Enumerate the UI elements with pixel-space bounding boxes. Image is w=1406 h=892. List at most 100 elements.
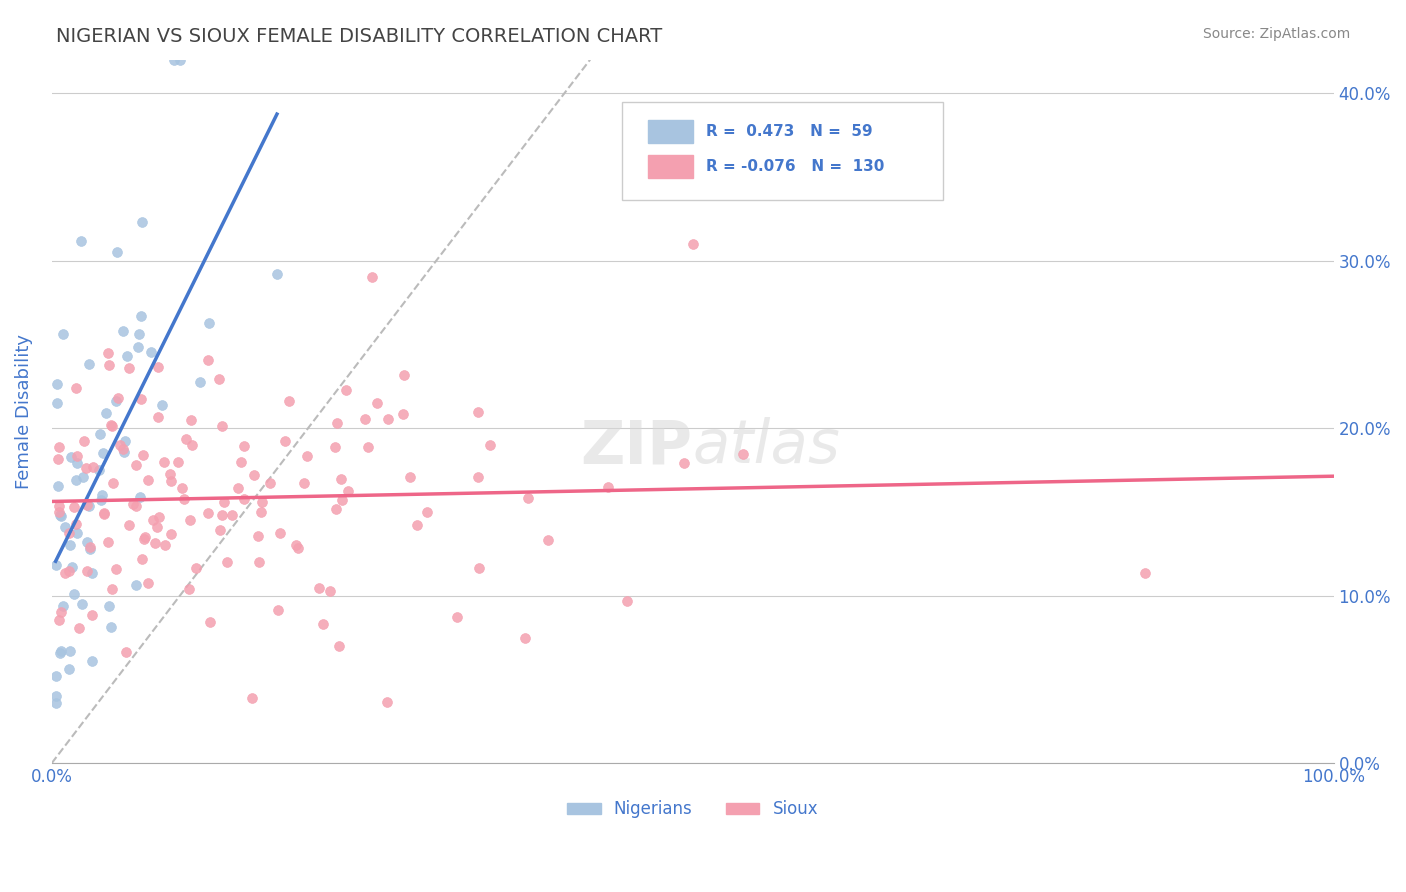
Point [311, 616, 333, 631]
Point [325, 502, 347, 516]
Point [287, 541, 309, 556]
Point [79, 540, 101, 554]
Point [159, 474, 181, 488]
Point [70, 235, 93, 249]
Point [100, 418, 122, 433]
Point [169, 53, 191, 67]
Point [53, 566, 76, 581]
Point [172, 481, 194, 495]
Point [125, 458, 148, 472]
Point [67, 621, 90, 635]
Point [153, 538, 176, 552]
Point [63, 587, 86, 601]
Point [335, 383, 357, 397]
Point [446, 610, 468, 624]
Point [468, 561, 491, 575]
Point [142, 513, 165, 527]
Point [184, 561, 207, 575]
Text: NIGERIAN VS SIOUX FEMALE DISABILITY CORRELATION CHART: NIGERIAN VS SIOUX FEMALE DISABILITY CORR… [56, 27, 662, 45]
Text: ZIP: ZIP [581, 417, 693, 476]
Point [52, 326, 75, 341]
Point [148, 510, 170, 524]
Point [79, 542, 101, 557]
Point [105, 244, 128, 259]
Point [117, 349, 139, 363]
Point [180, 412, 202, 426]
Point [221, 508, 243, 523]
Text: Source: ZipAtlas.com: Source: ZipAtlas.com [1202, 27, 1350, 41]
Point [249, 506, 271, 520]
Point [76, 499, 98, 513]
Point [391, 407, 413, 421]
Point [65, 473, 87, 487]
Text: R =  0.473   N =  59: R = 0.473 N = 59 [706, 124, 872, 139]
Point [101, 476, 124, 491]
Point [94, 406, 117, 420]
Point [138, 576, 160, 591]
Point [240, 691, 263, 706]
Point [114, 645, 136, 659]
Point [146, 520, 169, 534]
FancyBboxPatch shape [623, 102, 942, 201]
Point [93, 506, 115, 520]
Point [77, 357, 100, 371]
Point [415, 505, 437, 519]
Point [90, 492, 112, 507]
Point [62, 500, 84, 515]
Point [46, 479, 69, 493]
Point [132, 532, 155, 546]
Point [181, 437, 204, 451]
Point [129, 491, 152, 505]
Point [377, 412, 399, 426]
Point [76, 535, 98, 549]
Point [45, 377, 67, 392]
Point [328, 639, 350, 653]
Point [49, 508, 72, 523]
Point [361, 270, 384, 285]
Point [179, 582, 201, 596]
Point [49, 508, 72, 523]
Text: atlas: atlas [693, 417, 841, 476]
Point [72, 470, 94, 484]
Point [46, 452, 69, 467]
Point [59, 538, 82, 552]
Point [516, 491, 538, 506]
Point [247, 529, 270, 543]
Point [65, 381, 87, 395]
Point [45, 696, 67, 710]
Point [136, 473, 159, 487]
Point [134, 530, 156, 544]
Point [82, 460, 104, 475]
Point [101, 582, 124, 596]
Point [354, 412, 377, 426]
Point [112, 445, 135, 459]
Point [377, 695, 399, 709]
Point [467, 404, 489, 418]
Point [152, 455, 174, 469]
Point [274, 434, 297, 449]
Point [58, 526, 80, 541]
Point [277, 394, 299, 409]
Point [173, 491, 195, 506]
Point [112, 442, 135, 456]
Point [211, 418, 233, 433]
Point [269, 525, 291, 540]
Point [70, 597, 93, 611]
Point [731, 447, 754, 461]
Point [295, 449, 318, 463]
Point [48, 646, 70, 660]
Point [330, 492, 353, 507]
Point [537, 533, 560, 547]
Point [51, 605, 73, 619]
Bar [648, 120, 693, 143]
Point [131, 552, 153, 566]
Point [513, 631, 536, 645]
Point [107, 391, 129, 405]
Point [60, 559, 83, 574]
Point [141, 345, 163, 359]
Point [45, 690, 67, 704]
Point [232, 492, 254, 507]
Point [197, 507, 219, 521]
Point [179, 513, 201, 527]
Point [97, 535, 120, 549]
